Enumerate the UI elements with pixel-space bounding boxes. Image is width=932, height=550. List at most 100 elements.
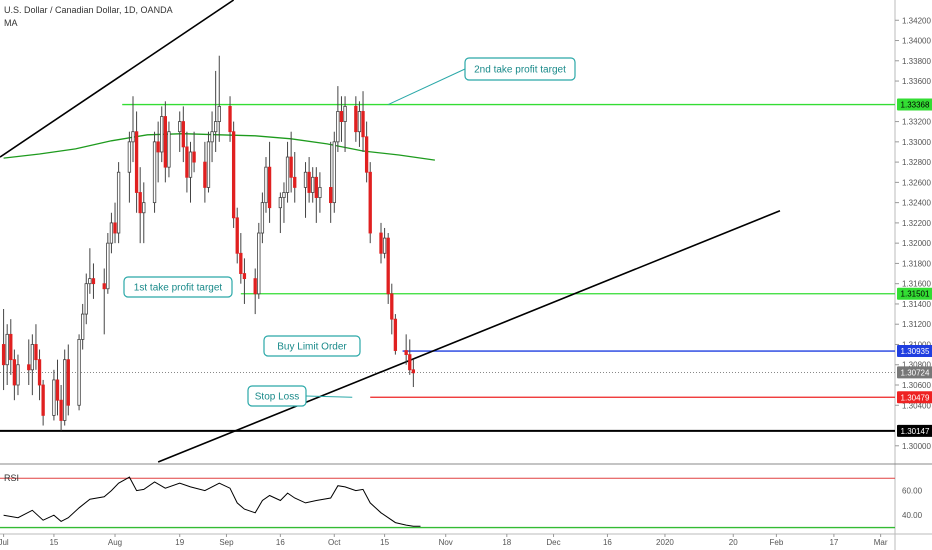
price-tick-label: 1.32800: [902, 158, 931, 167]
annotation-box: [263, 335, 361, 357]
price-tick-label: 1.31200: [902, 320, 931, 329]
time-tick-label: Jul: [0, 538, 9, 547]
candle-body: [217, 105, 221, 122]
candle-body: [293, 176, 297, 188]
level-price-tag: [897, 345, 932, 358]
candle-body: [34, 344, 38, 361]
candle-body: [27, 364, 31, 371]
candle-body: [30, 344, 35, 371]
candle-body: [1, 344, 6, 366]
candle-body: [404, 350, 408, 356]
price-tick-label: 1.30600: [902, 381, 931, 390]
price-tick-label: 1.33200: [902, 118, 931, 127]
annotation-label: Buy Limit Order: [277, 342, 347, 353]
level-price-tag: [897, 424, 932, 437]
candle-body: [5, 333, 9, 366]
candle-body: [264, 166, 268, 204]
candle-body: [210, 131, 214, 143]
candle-body: [311, 176, 315, 193]
time-tick-label: Feb: [769, 538, 783, 547]
candle-body: [303, 171, 308, 188]
time-tick-label: 2020: [656, 538, 674, 547]
price-tick-label: 1.34200: [902, 16, 931, 25]
time-tick-label: Nov: [439, 538, 453, 547]
candle-body: [66, 359, 70, 406]
candle-body: [160, 116, 164, 153]
annotation-box: [247, 385, 307, 407]
price-tick-label: 1.30800: [902, 361, 931, 370]
candle-body: [41, 384, 45, 416]
chart-title: U.S. Dollar / Canadian Dollar, 1D, OANDA: [4, 5, 173, 15]
time-tick-label: 17: [829, 538, 838, 547]
rsi-line: [3, 476, 421, 527]
price-tick-label: 1.31600: [902, 280, 931, 289]
candle-body: [368, 171, 372, 234]
candle-body: [361, 111, 365, 138]
time-tick-label: 16: [603, 538, 612, 547]
time-tick-label: 20: [729, 538, 738, 547]
candle-body: [289, 156, 293, 178]
candle-body: [181, 121, 185, 148]
annotation-pointer: [305, 395, 353, 398]
candle-body: [9, 333, 13, 361]
rsi-indicator-label: RSI: [4, 473, 20, 483]
time-tick-label: Dec: [546, 538, 560, 547]
price-tick-label: 1.34000: [902, 37, 931, 46]
time-tick-label: Mar: [874, 538, 888, 547]
current-price-tag: [897, 366, 932, 379]
candle-body: [267, 166, 272, 209]
candle-body: [408, 354, 412, 371]
candle-body: [354, 105, 358, 133]
price-tick-label: 1.30400: [902, 401, 931, 410]
annotation-label: 2nd take profit target: [474, 65, 566, 76]
candle-body: [364, 136, 369, 173]
time-tick-label: 16: [276, 538, 285, 547]
time-tick-label: 15: [49, 538, 58, 547]
ma-indicator-label: MA: [4, 18, 18, 28]
rsi-tick-label: 60.00: [902, 487, 923, 496]
price-tick-label: 1.31400: [902, 300, 931, 309]
candle-body: [59, 399, 63, 421]
level-price-label: 1.33368: [901, 101, 930, 110]
candle-body: [257, 232, 261, 295]
candle-body: [91, 278, 96, 285]
candle-body: [318, 187, 322, 198]
candle-body: [343, 105, 347, 122]
candle-body: [253, 278, 257, 295]
time-tick-label: 15: [380, 538, 389, 547]
candle-body: [102, 283, 106, 290]
candle-body: [339, 111, 344, 122]
candle-body: [260, 202, 265, 234]
candle-body: [386, 237, 390, 295]
price-tick-label: 1.33000: [902, 138, 931, 147]
level-price-tag: [897, 98, 932, 111]
candle-body: [192, 151, 196, 163]
price-tick-label: 1.32600: [902, 178, 931, 187]
price-tick-label: 1.31000: [902, 340, 931, 349]
candle-body: [84, 283, 88, 315]
candle-body: [106, 242, 110, 290]
candle-body: [134, 131, 139, 193]
candle-body: [228, 105, 232, 133]
price-tick-label: 1.32000: [902, 239, 931, 248]
candle-body: [206, 141, 211, 188]
candle-body: [336, 111, 340, 143]
candle-body: [329, 187, 333, 204]
annotation-label: 1st take profit target: [134, 283, 223, 294]
level-price-tag: [897, 391, 932, 404]
price-tick-label: 1.31800: [902, 259, 931, 268]
candle-body: [12, 359, 17, 386]
rising-trendline: [157, 209, 781, 463]
time-tick-label: Oct: [328, 538, 341, 547]
price-tick-label: 1.33600: [902, 77, 931, 86]
candle-body: [52, 379, 56, 416]
candle-body: [138, 192, 142, 214]
candle-body: [163, 116, 167, 168]
candle-body: [282, 192, 286, 198]
candle-body: [113, 222, 117, 234]
candle-body: [285, 156, 290, 193]
candle-body: [278, 197, 283, 209]
level-price-label: 1.30479: [901, 393, 930, 402]
